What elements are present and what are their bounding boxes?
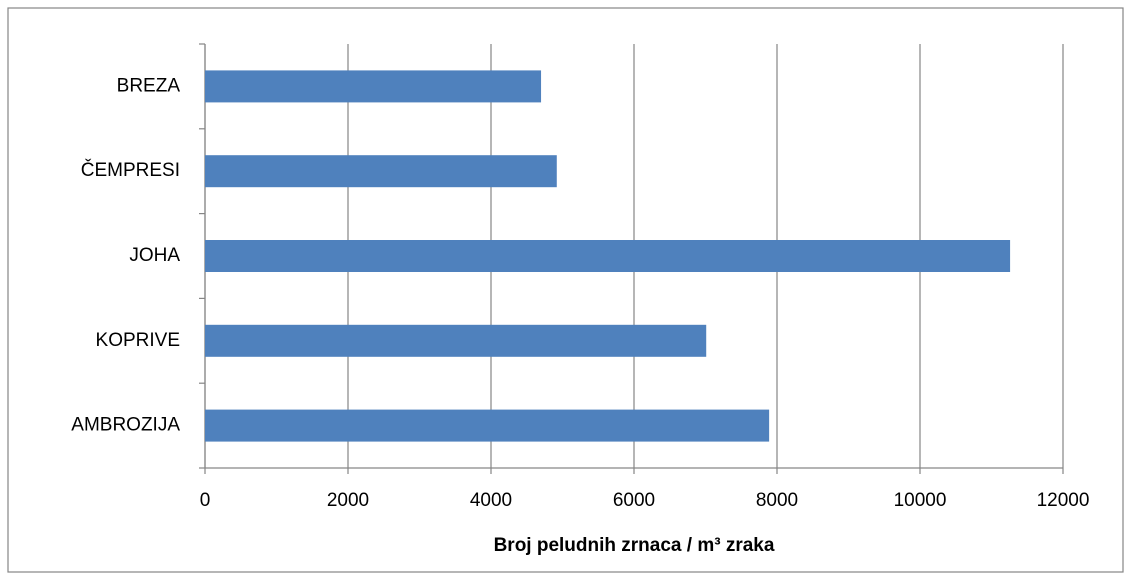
x-tick-label: 0	[200, 490, 211, 511]
x-tick-label: 12000	[1037, 490, 1090, 511]
y-tick-label: BREZA	[117, 75, 181, 96]
x-tick-label: 4000	[470, 490, 512, 511]
bar	[205, 324, 707, 357]
bar	[205, 70, 542, 103]
bar	[205, 155, 557, 188]
x-tick-label: 10000	[894, 490, 947, 511]
x-tick-label: 6000	[613, 490, 655, 511]
chart-border	[7, 7, 1124, 573]
x-tick-label: 8000	[756, 490, 798, 511]
y-tick-label: ČEMPRESI	[81, 159, 180, 181]
x-tick-label: 2000	[327, 490, 369, 511]
y-tick-label: KOPRIVE	[96, 330, 180, 351]
y-tick-label: JOHA	[129, 245, 180, 266]
y-tick-label: AMBROZIJA	[71, 415, 180, 436]
x-axis-title: Broj peludnih zrnaca / m³ zraka	[494, 535, 775, 556]
bar	[205, 240, 1011, 272]
bar	[205, 409, 770, 442]
